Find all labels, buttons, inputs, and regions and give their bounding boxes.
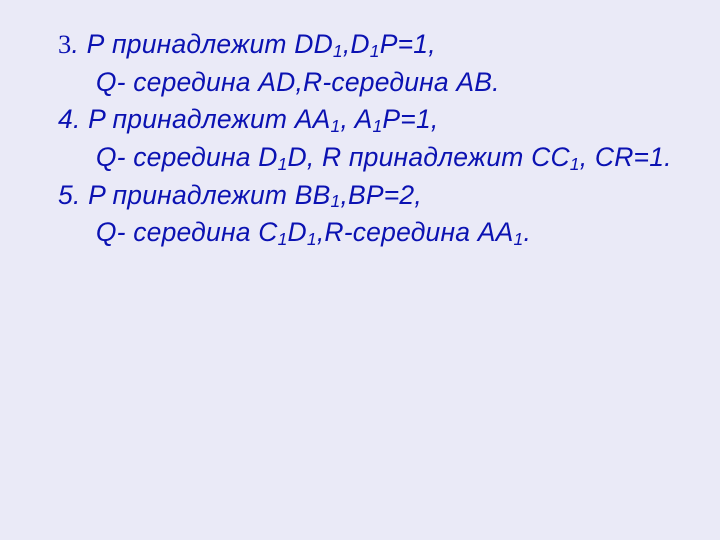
line-3-part-a: . Р принадлежит DD (71, 29, 332, 59)
sub-4: 1 (372, 116, 382, 136)
line-3-number: 3 (58, 29, 71, 59)
sub-10: 1 (514, 229, 524, 249)
sub-8: 1 (278, 229, 288, 249)
line-3: 3. Р принадлежит DD1,D1P=1, (58, 26, 676, 64)
line-3-part-b: ,D (343, 29, 370, 59)
sub-2: 1 (370, 41, 380, 61)
line-4-part-b: , A (340, 104, 372, 134)
line-4b-part-b: D, R принадлежит CC (288, 142, 570, 172)
line-5-part-b: ,BP=2, (340, 180, 422, 210)
slide: 3. Р принадлежит DD1,D1P=1, Q- середина … (0, 0, 720, 540)
line-5b-part-d: . (523, 217, 531, 247)
line-4b-part-c: , CR=1. (580, 142, 672, 172)
line-5: 5. P принадлежит BB1,BP=2, (58, 177, 676, 215)
sub-9: 1 (307, 229, 317, 249)
sub-6: 1 (570, 154, 580, 174)
line-4b: Q- середина D1D, R принадлежит CC1, CR=1… (58, 139, 676, 177)
sub-7: 1 (331, 191, 341, 211)
line-5b-part-a: Q- середина C (58, 217, 278, 247)
line-4-part-a: 4. P принадлежит AA (58, 104, 331, 134)
line-3b: Q- середина AD,R-середина AB. (58, 64, 676, 102)
line-5b: Q- середина C1D1,R-середина AA1. (58, 214, 676, 252)
sub-3: 1 (331, 116, 341, 136)
sub-5: 1 (278, 154, 288, 174)
line-4-part-c: P=1, (382, 104, 438, 134)
sub-1: 1 (333, 41, 343, 61)
line-4: 4. P принадлежит AA1, A1P=1, (58, 101, 676, 139)
line-5-part-a: 5. P принадлежит BB (58, 180, 331, 210)
line-4b-part-a: Q- середина D (58, 142, 278, 172)
line-5b-part-c: ,R-середина AA (317, 217, 514, 247)
line-5b-part-b: D (288, 217, 307, 247)
line-3-part-c: P=1, (380, 29, 436, 59)
line-3b-text: Q- середина AD,R-середина AB. (58, 67, 500, 97)
